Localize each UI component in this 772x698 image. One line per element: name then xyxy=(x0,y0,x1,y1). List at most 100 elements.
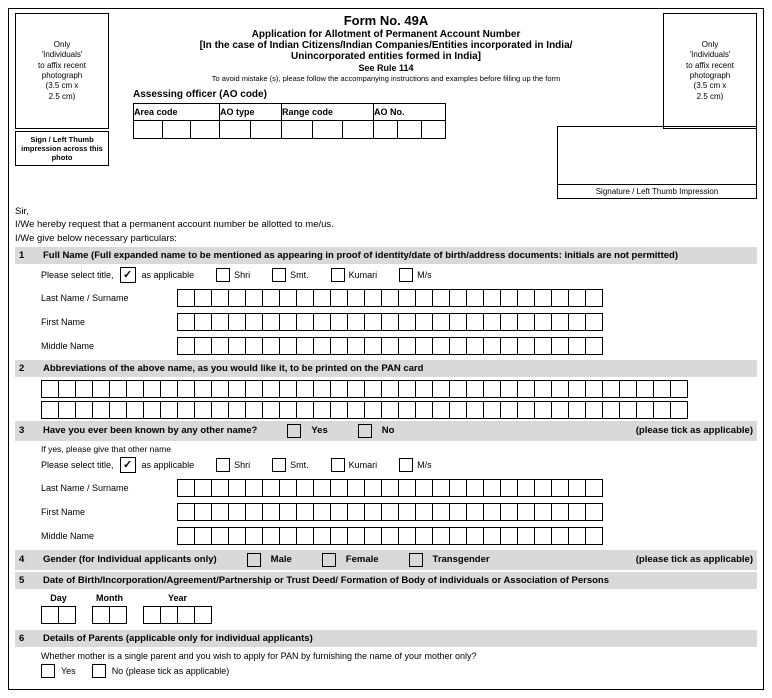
char-cell[interactable] xyxy=(211,503,229,521)
char-cell[interactable] xyxy=(347,401,365,419)
char-cell[interactable] xyxy=(194,401,212,419)
char-cell[interactable] xyxy=(415,503,433,521)
char-cell[interactable] xyxy=(466,380,484,398)
char-cell[interactable] xyxy=(449,337,467,355)
char-cell[interactable] xyxy=(432,313,450,331)
char-cell[interactable] xyxy=(364,289,382,307)
char-cell[interactable] xyxy=(109,380,127,398)
char-cell[interactable] xyxy=(364,313,382,331)
char-cell[interactable] xyxy=(568,527,586,545)
char-cell[interactable] xyxy=(517,380,535,398)
ao-range-1[interactable] xyxy=(282,121,313,139)
char-cell[interactable] xyxy=(449,401,467,419)
char-cell[interactable] xyxy=(619,380,637,398)
char-cell[interactable] xyxy=(262,527,280,545)
char-cell[interactable] xyxy=(619,401,637,419)
title-ms-checkbox[interactable] xyxy=(399,268,413,282)
char-cell[interactable] xyxy=(313,289,331,307)
char-cell[interactable] xyxy=(398,337,416,355)
char-cell[interactable] xyxy=(381,380,399,398)
char-cell[interactable] xyxy=(58,380,76,398)
char-cell[interactable] xyxy=(449,503,467,521)
char-cell[interactable] xyxy=(194,479,212,497)
char-cell[interactable] xyxy=(483,337,501,355)
ao-area-3[interactable] xyxy=(191,121,220,139)
char-cell[interactable] xyxy=(585,527,603,545)
title2-smt-checkbox[interactable] xyxy=(272,458,286,472)
char-cell[interactable] xyxy=(534,401,552,419)
char-cell[interactable] xyxy=(534,527,552,545)
char-cell[interactable] xyxy=(585,380,603,398)
char-cell[interactable] xyxy=(432,380,450,398)
char-cell[interactable] xyxy=(534,380,552,398)
gender-male-checkbox[interactable] xyxy=(247,553,261,567)
char-cell[interactable] xyxy=(313,503,331,521)
char-cell[interactable] xyxy=(381,401,399,419)
char-cell[interactable] xyxy=(279,289,297,307)
other-last-name-grid[interactable] xyxy=(177,479,603,497)
char-cell[interactable] xyxy=(296,380,314,398)
char-cell[interactable] xyxy=(143,380,161,398)
char-cell[interactable] xyxy=(296,503,314,521)
char-cell[interactable] xyxy=(398,313,416,331)
char-cell[interactable] xyxy=(517,337,535,355)
char-cell[interactable] xyxy=(500,313,518,331)
char-cell[interactable] xyxy=(279,503,297,521)
char-cell[interactable] xyxy=(585,313,603,331)
char-cell[interactable] xyxy=(398,401,416,419)
char-cell[interactable] xyxy=(262,313,280,331)
char-cell[interactable] xyxy=(194,503,212,521)
char-cell[interactable] xyxy=(483,479,501,497)
char-cell[interactable] xyxy=(177,313,195,331)
char-cell[interactable] xyxy=(347,289,365,307)
char-cell[interactable] xyxy=(228,527,246,545)
char-cell[interactable] xyxy=(432,337,450,355)
char-cell[interactable] xyxy=(398,289,416,307)
char-cell[interactable] xyxy=(330,337,348,355)
char-cell[interactable] xyxy=(262,380,280,398)
char-cell[interactable] xyxy=(534,479,552,497)
char-cell[interactable] xyxy=(517,313,535,331)
char-cell[interactable] xyxy=(534,313,552,331)
title-kumari-checkbox[interactable] xyxy=(331,268,345,282)
title2-shri-checkbox[interactable] xyxy=(216,458,230,472)
char-cell[interactable] xyxy=(296,527,314,545)
char-cell[interactable] xyxy=(466,527,484,545)
char-cell[interactable] xyxy=(279,337,297,355)
char-cell[interactable] xyxy=(568,313,586,331)
char-cell[interactable] xyxy=(262,479,280,497)
gender-female-checkbox[interactable] xyxy=(322,553,336,567)
char-cell[interactable] xyxy=(211,289,229,307)
char-cell[interactable] xyxy=(551,289,569,307)
char-cell[interactable] xyxy=(296,313,314,331)
char-cell[interactable] xyxy=(364,527,382,545)
title2-kumari-checkbox[interactable] xyxy=(331,458,345,472)
char-cell[interactable] xyxy=(551,313,569,331)
char-cell[interactable] xyxy=(415,380,433,398)
dob-year-grid[interactable] xyxy=(143,606,212,624)
char-cell[interactable] xyxy=(279,313,297,331)
char-cell[interactable] xyxy=(551,380,569,398)
char-cell[interactable] xyxy=(415,527,433,545)
char-cell[interactable] xyxy=(245,527,263,545)
char-cell[interactable] xyxy=(92,380,110,398)
char-cell[interactable] xyxy=(262,337,280,355)
char-cell[interactable] xyxy=(415,289,433,307)
first-name-grid[interactable] xyxy=(177,313,603,331)
char-cell[interactable] xyxy=(585,479,603,497)
char-cell[interactable] xyxy=(500,401,518,419)
char-cell[interactable] xyxy=(347,313,365,331)
char-cell[interactable] xyxy=(500,527,518,545)
char-cell[interactable] xyxy=(398,380,416,398)
char-cell[interactable] xyxy=(177,401,195,419)
char-cell[interactable] xyxy=(381,289,399,307)
other-first-name-grid[interactable] xyxy=(177,503,603,521)
char-cell[interactable] xyxy=(670,401,688,419)
char-cell[interactable] xyxy=(245,503,263,521)
char-cell[interactable] xyxy=(245,479,263,497)
char-cell[interactable] xyxy=(483,527,501,545)
char-cell[interactable] xyxy=(466,289,484,307)
char-cell[interactable] xyxy=(330,313,348,331)
char-cell[interactable] xyxy=(211,479,229,497)
char-cell[interactable] xyxy=(398,479,416,497)
